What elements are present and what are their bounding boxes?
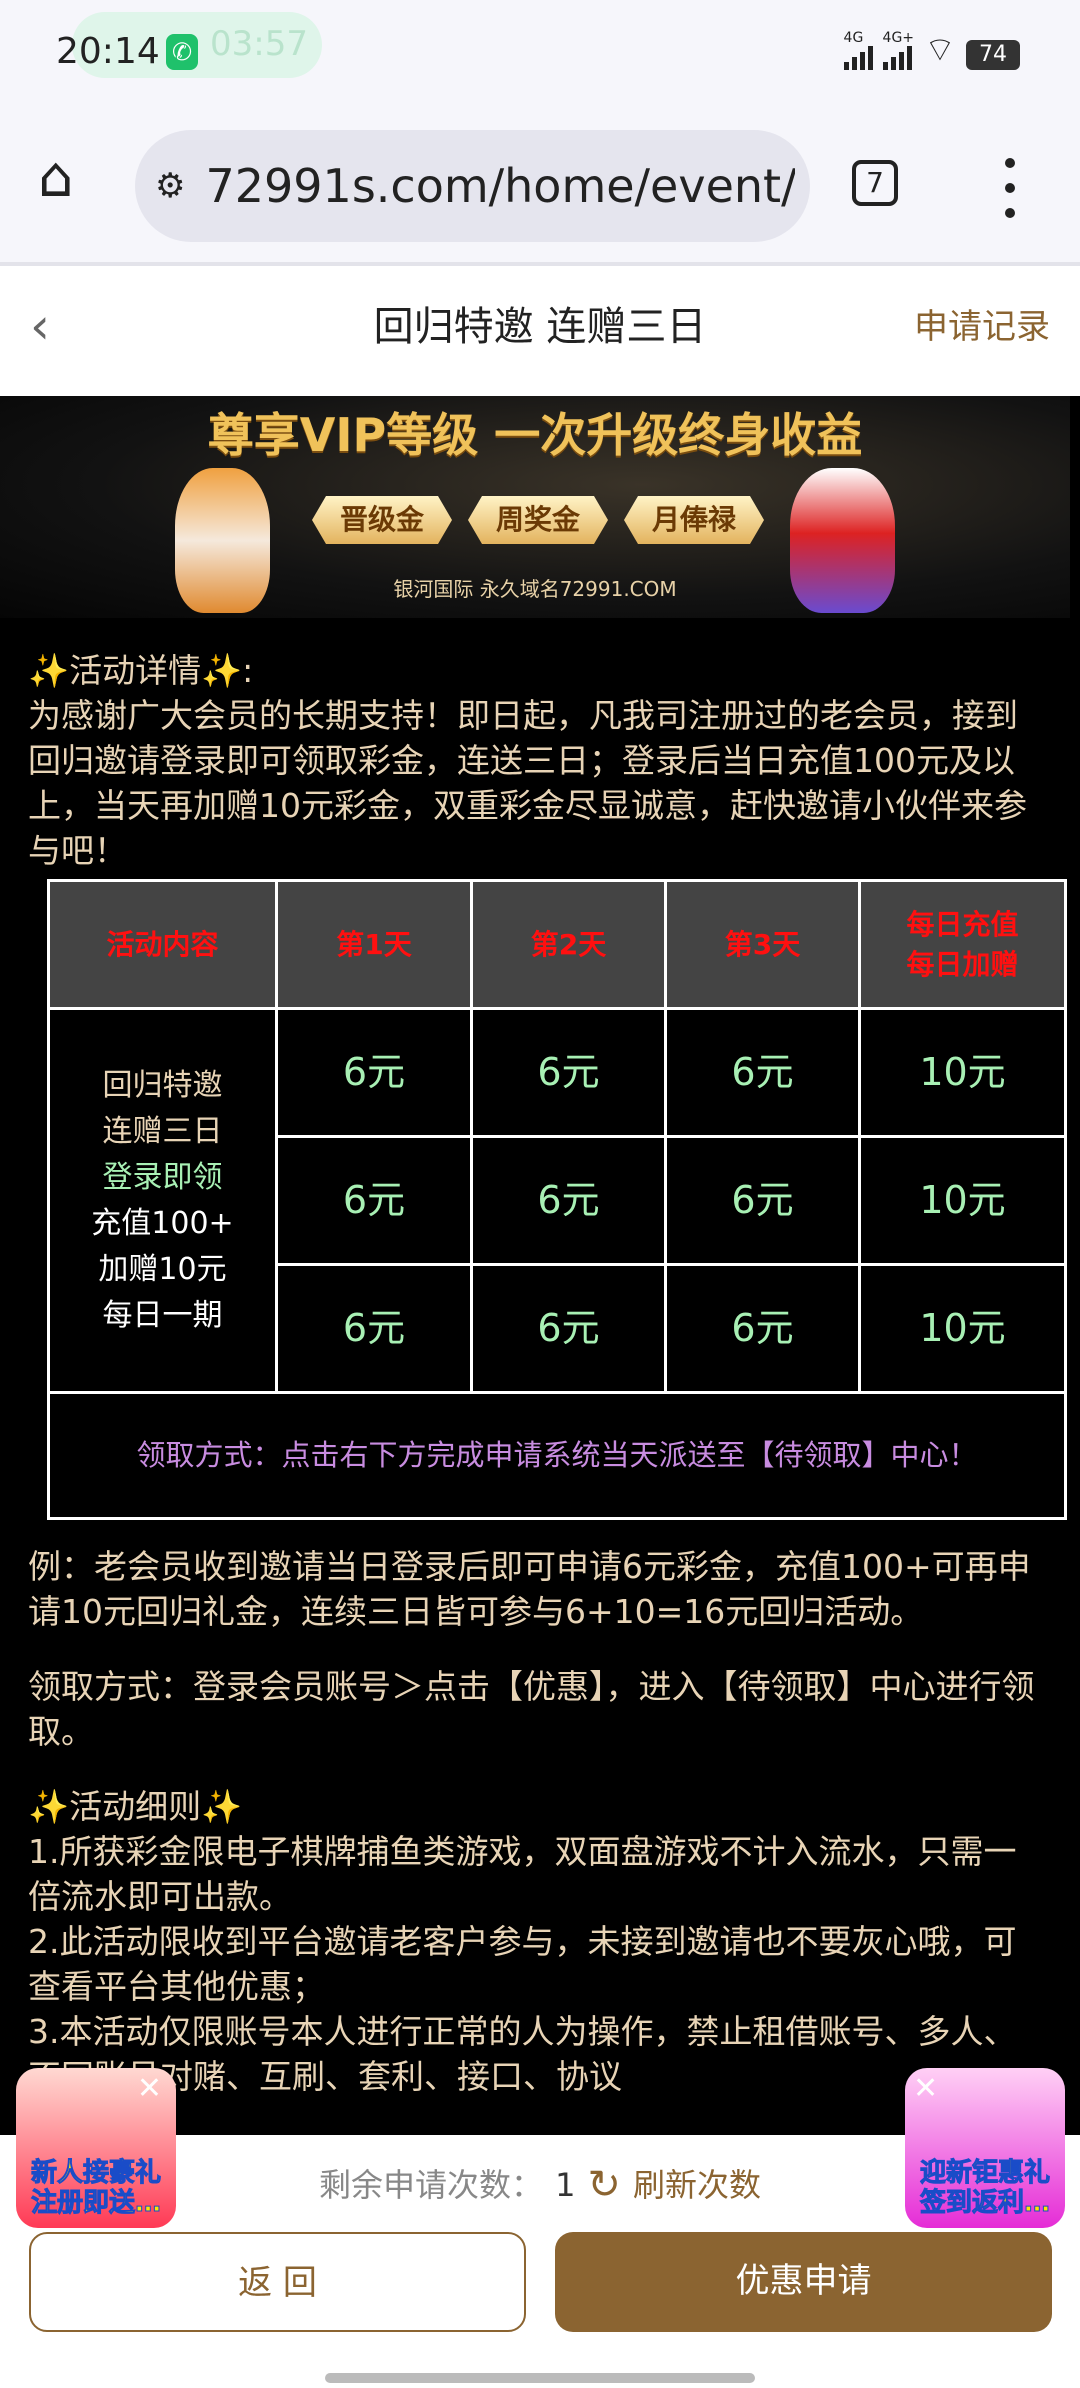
amount-cell: 6元 [275,1263,473,1394]
amount-cell: 6元 [664,1007,861,1138]
signal-icon: 4G [843,30,873,70]
home-indicator[interactable] [325,2373,755,2383]
more-menu-icon[interactable] [1000,158,1020,218]
site-settings-icon[interactable]: ⚙ [155,166,186,206]
url-bar[interactable]: ⚙ 72991s.com/home/event/d [135,130,810,242]
page-title: 回归特邀 连赠三日 [373,304,707,350]
example-text: 例：老会员收到邀请当日登录后即可申请6元彩金，充值100+可再申请10元回归礼金… [28,1547,1031,1631]
status-bar: 03:57 20:14 ✆ 4G 4G+ ⌔ 74 [0,0,1080,88]
amount-cell: 10元 [858,1263,1067,1394]
amount-cell: 6元 [470,1007,667,1138]
home-icon[interactable]: ⌂ [38,145,74,210]
tab-switcher-button[interactable]: 7 [852,160,898,206]
amount-cell: 10元 [858,1135,1067,1266]
table-row: 6元 6元 6元 10元 [49,1135,1067,1266]
new-user-gift-float[interactable]: ✕ 新人接豪礼 注册即送… [16,2068,176,2228]
amount-cell: 6元 [275,1007,473,1138]
bottom-action-panel: 剩余申请次数： 1 ↻ 刷新次数 返 回 优惠申请 [0,2135,1080,2388]
signal-icon: 4G+ [882,30,914,70]
claim-text: 领取方式：登录会员账号＞点击【优惠】，进入【待领取】中心进行领取。 [28,1667,1035,1751]
welcome-gift-float[interactable]: ✕ 迎新钜惠礼 签到返利… [905,2068,1065,2228]
rule-item: 3.本活动仅限账号本人进行正常的人为操作，禁止租借账号、多人、不同账号对赌、互刷… [28,2012,1017,2096]
tiger-mascot-image [175,468,270,613]
wifi-icon: ⌔ [924,30,956,70]
table-row: 回归特邀 连赠三日 登录即领 充值100+ 加赠10元 每日一期 6元 6元 6元 1… [47,1007,1067,1394]
table-header: 第1天 [275,879,473,1010]
table-header: 活动内容 [47,879,278,1010]
remaining-label: 剩余申请次数： [319,2166,544,2204]
table-header: 第3天 [664,879,861,1010]
banner-badge: 晋级金 [312,496,452,544]
refresh-icon[interactable]: ↻ [587,2162,621,2208]
table-header: 第2天 [470,879,667,1010]
refresh-button[interactable]: 刷新次数 [632,2166,761,2204]
phone-icon: ✆ [166,34,198,70]
amount-cell: 6元 [470,1135,667,1266]
table-row: 6元 6元 6元 10元 [49,1263,1067,1394]
table-header: 每日充值 每日加赠 [858,879,1067,1010]
activity-label-cell: 回归特邀 连赠三日 登录即领 充值100+ 加赠10元 每日一期 [47,1007,278,1394]
amount-cell: 6元 [470,1263,667,1394]
rule-item: 2.此活动限收到平台邀请老客户参与，未接到邀请也不要灰心哦，可查看平台其他优惠； [28,1922,1017,2006]
amount-cell: 6元 [664,1263,861,1394]
back-button[interactable]: 返 回 [29,2232,526,2332]
page-header: ‹ 回归特邀 连赠三日 申请记录 [0,266,1080,396]
banner-headline: 尊享VIP等级 一次升级终身收益 [207,408,863,462]
close-icon[interactable]: ✕ [136,2071,162,2106]
banner-badge: 周奖金 [468,496,608,544]
rabbit-mascot-image [790,468,895,613]
remaining-count: 1 [555,2166,576,2204]
clock: 20:14 [56,31,160,72]
rule-item: 1.所获彩金限电子棋牌捕鱼类游戏，双面盘游戏不计入流水，只需一倍流水即可出款。 [28,1832,1017,1916]
url-text: 72991s.com/home/event/d [205,159,796,213]
table-footer-note: 领取方式：点击右下方完成申请系统当天派送至【待领取】中心！ [47,1391,1067,1520]
banner-domain: 银河国际 永久域名72991.COM [393,577,677,601]
event-content: ✨活动详情✨: 为感谢广大会员的长期支持！即日起，凡我司注册过的老会员，接到回归… [0,618,1070,2099]
status-icons: 4G 4G+ ⌔ 74 [843,30,1020,70]
reward-table: 活动内容 第1天 第2天 第3天 每日充值 每日加赠 回归特邀 连赠三日 登录即领… [47,879,1067,1520]
details-heading: ✨活动详情✨: [28,651,254,690]
call-timer[interactable]: 03:57 [210,24,308,64]
rules-heading: ✨活动细则✨ [28,1787,243,1826]
records-link[interactable]: 申请记录 [914,307,1050,347]
amount-cell: 6元 [275,1135,473,1266]
browser-toolbar: ⌂ ⚙ 72991s.com/home/event/d 7 [0,88,1080,266]
details-text: 为感谢广大会员的长期支持！即日起，凡我司注册过的老会员，接到回归邀请登录即可领取… [28,696,1027,870]
battery-icon: 74 [966,40,1020,70]
amount-cell: 6元 [664,1135,861,1266]
close-icon[interactable]: ✕ [913,2071,939,2106]
promo-banner: 尊享VIP等级 一次升级终身收益 晋级金 周奖金 月俸禄 银河国际 永久域名72… [0,396,1070,618]
banner-badge: 月俸禄 [624,496,764,544]
remaining-count-row: 剩余申请次数： 1 ↻ 刷新次数 [0,2165,1080,2205]
apply-button[interactable]: 优惠申请 [555,2232,1052,2332]
back-chevron-icon[interactable]: ‹ [30,297,50,355]
amount-cell: 10元 [858,1007,1067,1138]
